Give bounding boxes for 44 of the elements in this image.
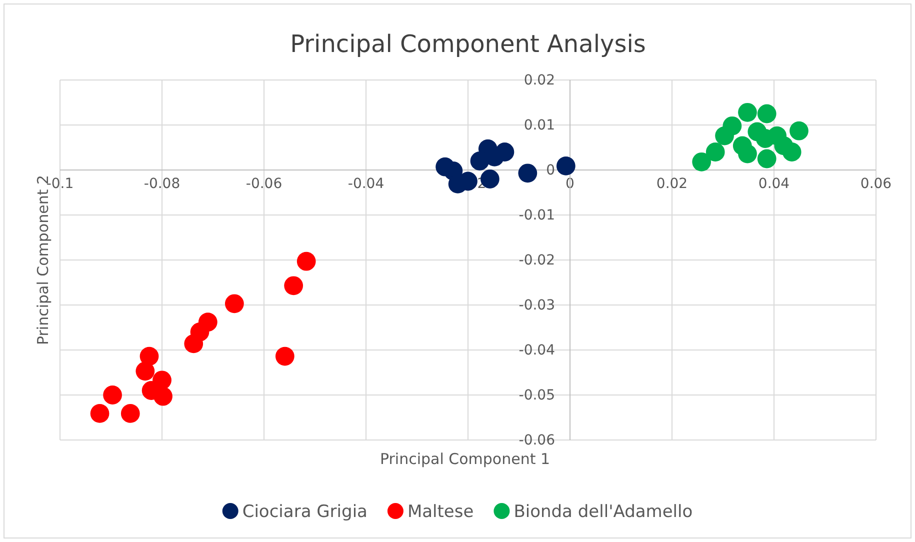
point [790, 121, 808, 140]
x-tick-label: 0.02 [656, 176, 688, 192]
point [296, 252, 316, 271]
point [184, 334, 204, 354]
point [518, 164, 538, 183]
point [284, 276, 304, 296]
point [120, 404, 140, 423]
y-tick-label: 0 [546, 162, 555, 178]
x-tick-label: -0.06 [246, 176, 282, 192]
x-tick-label: -0.04 [348, 176, 384, 192]
point [275, 346, 294, 366]
point [136, 362, 155, 381]
point [140, 346, 159, 366]
point [103, 386, 122, 404]
point [782, 142, 802, 162]
point [90, 404, 110, 423]
point [706, 142, 725, 162]
y-tick-label: -0.05 [518, 387, 555, 404]
point [692, 152, 712, 172]
y-tick-label: -0.06 [518, 432, 556, 448]
point [738, 102, 757, 122]
point [154, 386, 172, 406]
legend-label: Maltese [407, 502, 474, 522]
y-tick-label: -0.02 [518, 252, 555, 268]
point [470, 152, 490, 170]
chart-title: Principal Component Analysis [290, 30, 646, 58]
legend-label: Ciociara Grigia [242, 502, 368, 522]
point [224, 294, 244, 314]
y-tick-label: 0.02 [524, 72, 555, 88]
point [757, 149, 776, 168]
x-tick-label: 0.06 [860, 176, 892, 192]
x-axis-title: Principal Component 1 [380, 450, 550, 468]
x-tick-label: -0.08 [144, 176, 180, 192]
y-tick-label: -0.04 [518, 342, 556, 358]
legend-label: Bionda dell'Adamello [514, 502, 693, 522]
y-tick-label: -0.03 [518, 297, 555, 314]
point [738, 144, 757, 164]
point [756, 129, 775, 148]
point [757, 104, 776, 124]
point [556, 156, 576, 176]
point [722, 116, 742, 136]
y-tick-label: 0.01 [524, 117, 555, 134]
x-tick-label: 0.04 [758, 176, 790, 192]
y-tick-label: -0.01 [518, 207, 555, 224]
